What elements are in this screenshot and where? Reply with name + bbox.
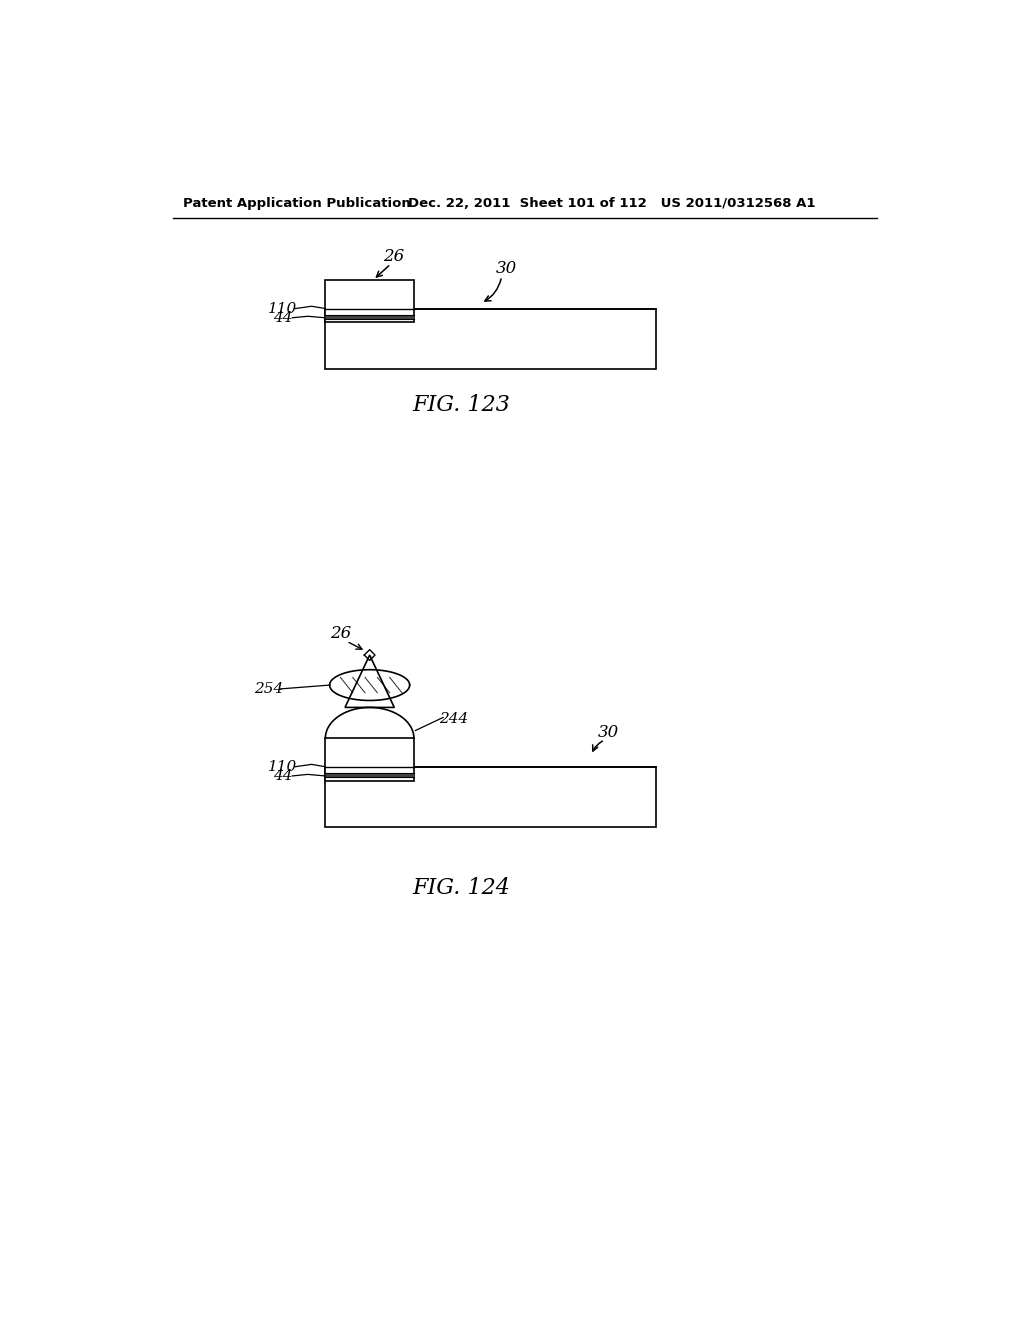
Text: Dec. 22, 2011  Sheet 101 of 112   US 2011/0312568 A1: Dec. 22, 2011 Sheet 101 of 112 US 2011/0…: [408, 197, 815, 210]
Text: 26: 26: [330, 624, 351, 642]
Text: 110: 110: [268, 760, 298, 774]
Text: 30: 30: [597, 723, 618, 741]
Text: 110: 110: [268, 301, 298, 315]
Text: 254: 254: [255, 682, 284, 696]
Text: Patent Application Publication: Patent Application Publication: [183, 197, 411, 210]
Bar: [326, 767, 656, 826]
Text: 26: 26: [383, 248, 404, 265]
Text: FIG. 124: FIG. 124: [413, 878, 511, 899]
Bar: [326, 314, 414, 318]
Text: 244: 244: [439, 711, 469, 726]
Text: 44: 44: [273, 310, 293, 325]
Text: 30: 30: [496, 260, 517, 277]
Text: FIG. 123: FIG. 123: [413, 393, 511, 416]
Bar: [326, 280, 414, 322]
Text: 44: 44: [273, 770, 293, 783]
Bar: [326, 738, 414, 780]
Bar: [326, 309, 656, 368]
Bar: [326, 774, 414, 776]
